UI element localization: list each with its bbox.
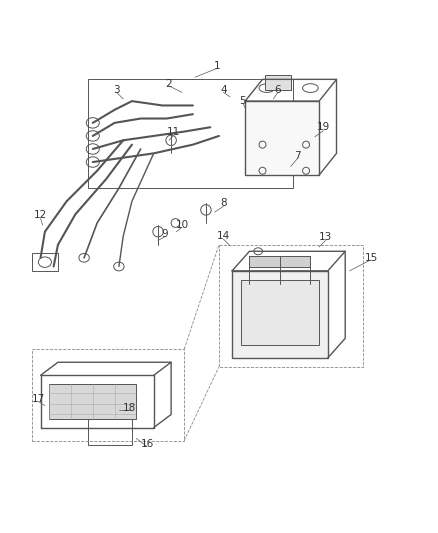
Text: 9: 9 (161, 229, 168, 239)
Bar (250, 256, 311, 266)
Text: 12: 12 (34, 210, 47, 220)
Bar (265, 75, 291, 90)
Text: 3: 3 (113, 85, 120, 95)
Text: 4: 4 (220, 85, 226, 95)
Text: 1: 1 (213, 61, 220, 71)
Text: 5: 5 (240, 96, 246, 106)
Bar (241, 279, 319, 345)
Text: 7: 7 (294, 150, 300, 160)
Text: 11: 11 (167, 127, 180, 138)
Text: 15: 15 (365, 253, 378, 263)
Bar (245, 101, 319, 175)
Bar (88, 79, 293, 188)
Text: 2: 2 (166, 79, 172, 88)
Text: 6: 6 (275, 85, 281, 95)
Text: 13: 13 (319, 232, 332, 242)
Text: 14: 14 (217, 231, 230, 241)
Bar (32, 254, 58, 271)
Text: 16: 16 (141, 439, 154, 449)
Text: 8: 8 (220, 198, 226, 208)
Bar (49, 384, 136, 419)
Text: 18: 18 (123, 403, 136, 413)
Bar (232, 271, 328, 358)
Text: 10: 10 (176, 220, 189, 230)
Bar (88, 419, 132, 445)
Text: 17: 17 (32, 394, 45, 404)
Text: 19: 19 (317, 122, 330, 132)
